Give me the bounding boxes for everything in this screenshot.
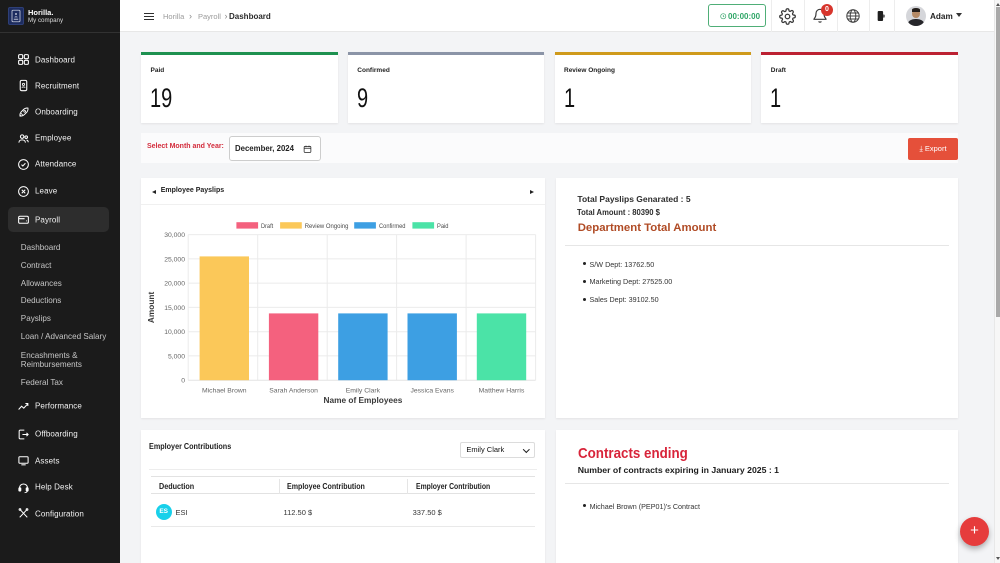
svg-text:Sarah Anderson: Sarah Anderson <box>269 388 318 395</box>
svg-text:Amount: Amount <box>146 291 156 323</box>
svg-text:10,000: 10,000 <box>164 329 185 336</box>
svg-text:30,000: 30,000 <box>164 232 185 239</box>
svg-text:Emily Clark: Emily Clark <box>346 388 381 395</box>
svg-text:Name of Employees: Name of Employees <box>323 395 402 405</box>
svg-text:Review Ongoing: Review Ongoing <box>305 223 349 230</box>
svg-text:Jessica Evans: Jessica Evans <box>410 388 454 395</box>
svg-text:Draft: Draft <box>261 223 273 230</box>
svg-text:15,000: 15,000 <box>164 305 185 312</box>
svg-text:20,000: 20,000 <box>164 281 185 288</box>
svg-text:25,000: 25,000 <box>164 256 185 263</box>
svg-text:Michael Brown: Michael Brown <box>202 388 247 395</box>
svg-text:Paid: Paid <box>437 223 449 230</box>
svg-text:Matthew Harris: Matthew Harris <box>479 388 525 395</box>
svg-text:Confirmed: Confirmed <box>379 223 406 230</box>
svg-text:0: 0 <box>181 378 185 385</box>
svg-text:5,000: 5,000 <box>168 353 185 360</box>
